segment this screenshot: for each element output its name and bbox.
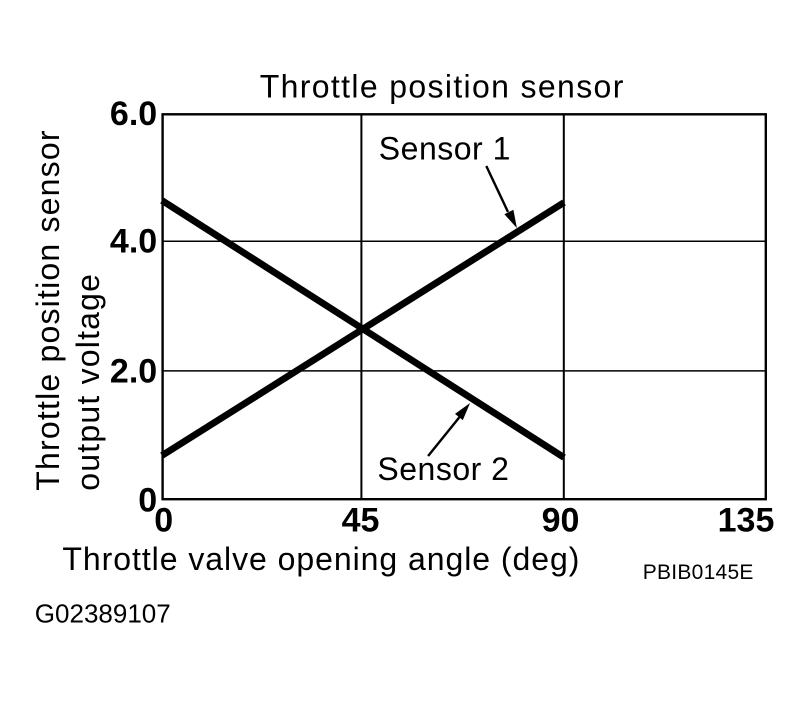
svg-text:90: 90 [542, 502, 580, 540]
svg-text:Throttle position sensor: Throttle position sensor [30, 129, 66, 490]
svg-text:PBIB0145E: PBIB0145E [643, 561, 754, 584]
svg-text:Sensor 1: Sensor 1 [379, 131, 511, 167]
svg-text:2.0: 2.0 [110, 353, 157, 391]
svg-text:output voltage: output voltage [70, 273, 106, 491]
svg-text:45: 45 [342, 502, 380, 540]
svg-text:0: 0 [138, 482, 157, 520]
svg-text:Sensor 2: Sensor 2 [377, 451, 509, 487]
svg-text:G02389107: G02389107 [35, 599, 171, 629]
svg-text:6.0: 6.0 [110, 95, 157, 133]
svg-text:135: 135 [718, 502, 775, 540]
svg-text:4.0: 4.0 [110, 223, 157, 261]
svg-text:Throttle position sensor: Throttle position sensor [260, 69, 625, 105]
svg-text:Throttle valve opening angle (: Throttle valve opening angle (deg) [62, 541, 580, 577]
svg-text:0: 0 [154, 502, 173, 540]
